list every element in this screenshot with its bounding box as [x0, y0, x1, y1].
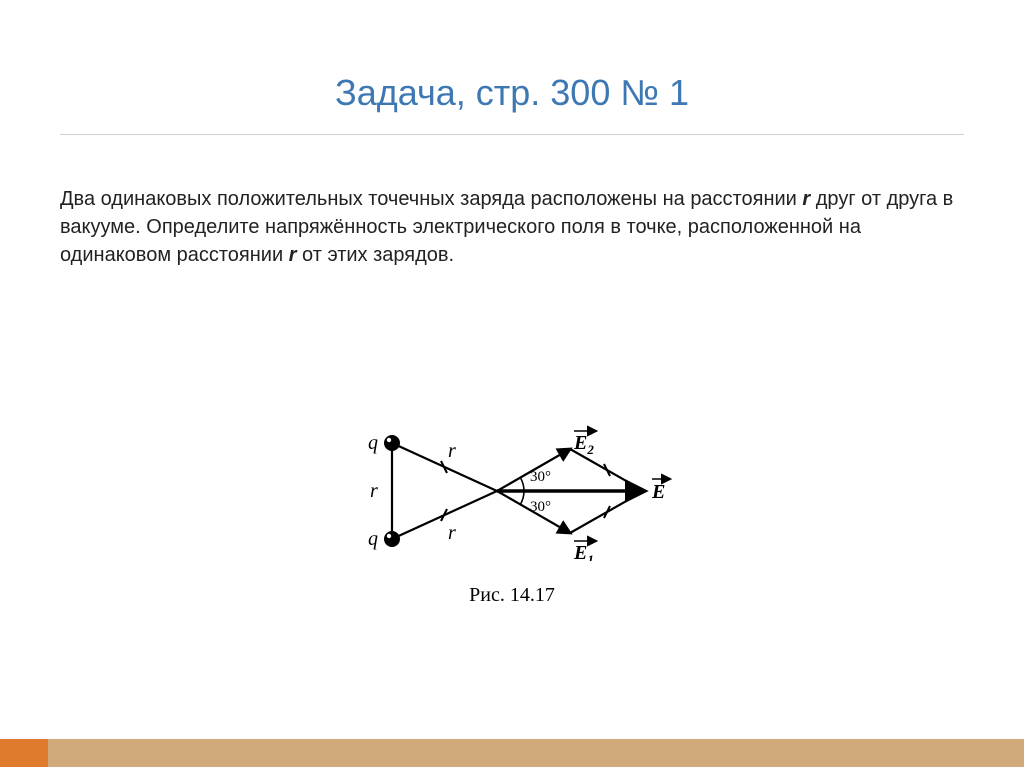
angle-arc-top — [520, 477, 524, 491]
footer-bar — [0, 739, 1024, 767]
charge-bot-hl — [387, 534, 391, 538]
figure-caption: Рис. 14.17 — [469, 584, 555, 607]
text-fragment: от этих зарядов. — [297, 244, 455, 266]
label-e: E — [651, 481, 665, 503]
charge-bot — [384, 531, 400, 547]
label-e2: E2 — [573, 432, 594, 457]
footer-accent — [0, 739, 48, 767]
angle-arc-bot — [520, 491, 524, 505]
label-r-top: r — [448, 440, 456, 462]
slide-title: Задача, стр. 300 № 1 — [0, 72, 1024, 114]
label-30-top: 30° — [530, 469, 551, 485]
label-r-left: r — [370, 480, 378, 502]
charge-top — [384, 435, 400, 451]
label-e1: E1 — [573, 542, 594, 561]
var-r: r — [289, 244, 297, 266]
label-q-top: q — [368, 432, 378, 454]
footer-fill — [48, 739, 1024, 767]
label-r-bot: r — [448, 522, 456, 544]
charge-top-hl — [387, 438, 391, 442]
figure-area: q q r r r 30° 30° E2 E1 E — [0, 269, 1024, 739]
text-fragment: Два одинаковых положительных точечных за… — [60, 188, 802, 210]
title-rule — [60, 134, 964, 135]
label-30-bot: 30° — [530, 499, 551, 515]
title-area: Задача, стр. 300 № 1 — [0, 0, 1024, 134]
figure-svg: q q r r r 30° 30° E2 E1 E — [352, 421, 672, 561]
slide: Задача, стр. 300 № 1 Два одинаковых поло… — [0, 0, 1024, 767]
label-q-bot: q — [368, 528, 378, 550]
problem-text: Два одинаковых положительных точечных за… — [0, 185, 1024, 269]
figure: q q r r r 30° 30° E2 E1 E — [352, 421, 672, 566]
